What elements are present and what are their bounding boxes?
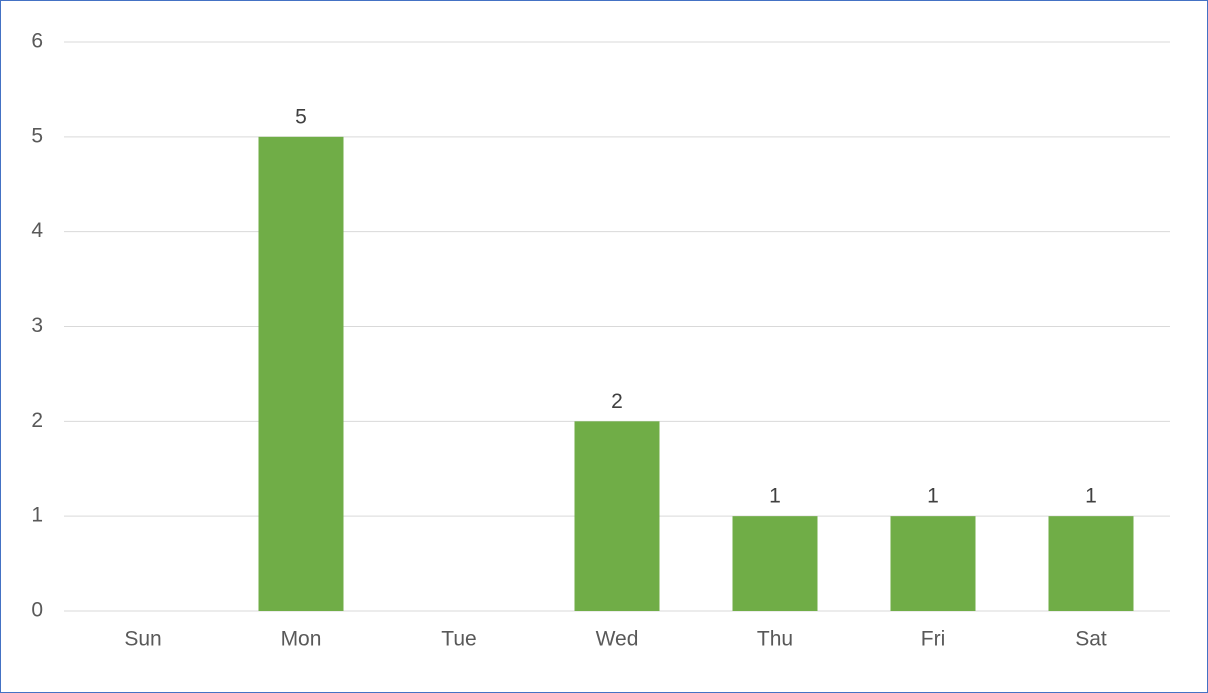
- bar: [732, 516, 818, 611]
- value-label: 5: [295, 105, 307, 128]
- x-tick-label: Fri: [921, 628, 946, 651]
- y-tick-label: 6: [31, 30, 43, 53]
- value-label: 1: [769, 485, 781, 508]
- x-tick-label: Sat: [1075, 628, 1107, 651]
- bar: [574, 421, 660, 611]
- value-label: 1: [1085, 485, 1097, 508]
- bar: [1048, 516, 1134, 611]
- y-tick-label: 4: [31, 219, 43, 242]
- y-tick-label: 2: [31, 409, 43, 432]
- value-label: 1: [927, 485, 939, 508]
- x-tick-label: Tue: [441, 628, 476, 651]
- x-tick-label: Thu: [757, 628, 793, 651]
- x-tick-label: Wed: [596, 628, 639, 651]
- y-tick-label: 1: [31, 504, 43, 527]
- bar: [258, 136, 344, 612]
- y-tick-label: 3: [31, 314, 43, 337]
- bar: [890, 516, 976, 611]
- y-tick-label: 5: [31, 124, 43, 147]
- x-tick-label: Mon: [281, 628, 322, 651]
- value-label: 2: [611, 390, 623, 413]
- x-tick-label: Sun: [124, 628, 161, 651]
- y-tick-label: 0: [31, 599, 43, 622]
